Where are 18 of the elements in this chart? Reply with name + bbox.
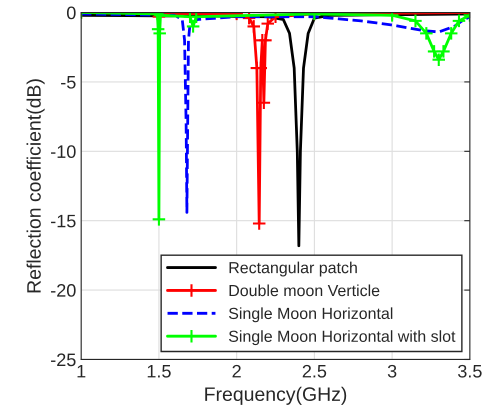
x-tick-label: 3	[388, 364, 396, 378]
x-tick-label: 2	[232, 364, 241, 378]
y-tick-label: -15	[51, 214, 76, 228]
y-tick-label: -20	[51, 284, 76, 297]
y-axis-title: Reflection coefficient(dB)	[26, 79, 45, 292]
legend-label: Double moon Verticle	[230, 284, 380, 296]
x-tick-label: 3.5	[458, 364, 482, 378]
x-tick-label: 1.5	[148, 365, 171, 378]
x-axis-title: Frequency(GHz)	[205, 386, 346, 405]
y-tick-label: -5	[61, 76, 76, 89]
x-tick-label: 2.5	[302, 364, 326, 378]
legend-label: Single Moon Horizontal	[228, 307, 392, 322]
x-tick-label: 1	[78, 365, 86, 378]
y-tick-label: -25	[51, 353, 76, 366]
y-tick-label: 0	[66, 6, 76, 20]
y-tick-label: -10	[51, 145, 76, 158]
legend-label: Rectangular patch	[230, 262, 357, 276]
legend-label: Single Moon Horizontal with slot	[228, 330, 456, 346]
